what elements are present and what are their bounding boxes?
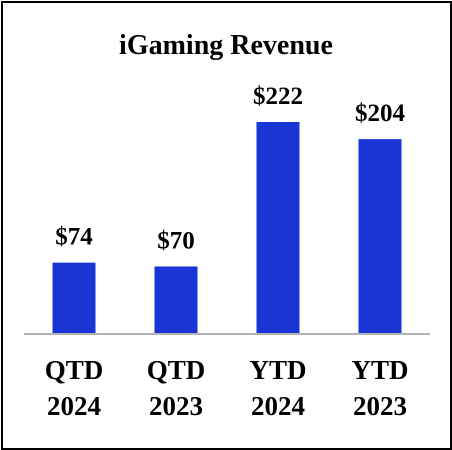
category-label-1-line-1: 2023 <box>149 391 203 421</box>
bar-3 <box>358 139 402 333</box>
category-label-2-line-1: 2024 <box>251 391 305 421</box>
bar-1 <box>154 266 198 333</box>
category-label-3-line-0: YTD <box>351 355 408 385</box>
data-label-1: $70 <box>157 227 195 254</box>
category-labels: QTD 2024 QTD 2023 YTD 2024 YTD 2023 <box>45 355 409 421</box>
bar-0 <box>52 262 96 333</box>
chart-title: iGaming Revenue <box>119 30 333 61</box>
category-label-2-line-0: YTD <box>249 355 306 385</box>
bar-group: $74 $70 $222 $204 <box>52 83 406 333</box>
data-label-0: $74 <box>55 224 93 251</box>
data-label-2: $222 <box>253 83 303 110</box>
category-label-0-line-0: QTD <box>45 355 104 385</box>
data-label-3: $204 <box>355 100 406 127</box>
category-label-3-line-1: 2023 <box>353 391 407 421</box>
category-label-0-line-1: 2024 <box>47 391 101 421</box>
category-label-1-line-0: QTD <box>147 355 206 385</box>
bar-2 <box>256 122 300 333</box>
